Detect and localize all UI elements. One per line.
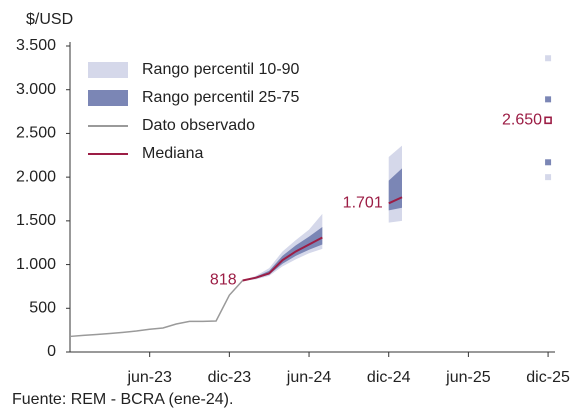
x-tick-label: dic-23 xyxy=(208,369,252,386)
legend-label: Rango percentil 25-75 xyxy=(142,89,300,106)
y-tick-label: 2.500 xyxy=(16,125,56,142)
y-tick-label: 500 xyxy=(29,300,56,317)
source-note: Fuente: REM - BCRA (ene-24). xyxy=(12,391,233,408)
x-tick-label: jun-25 xyxy=(445,369,491,386)
y-tick-label: 2.000 xyxy=(16,168,56,185)
band-point xyxy=(545,96,552,103)
series-line xyxy=(242,236,323,282)
legend-swatch xyxy=(88,62,128,78)
band-area xyxy=(388,168,402,211)
y-tick-label: 1.000 xyxy=(16,256,56,273)
median-point xyxy=(544,116,552,125)
band-point xyxy=(545,174,552,181)
legend-label: Rango percentil 10-90 xyxy=(142,61,300,78)
legend-label: Dato observado xyxy=(142,117,255,134)
y-tick-label: 3.000 xyxy=(16,81,56,98)
series-line xyxy=(388,196,403,205)
band-point xyxy=(545,55,552,62)
value-label: 2.650 xyxy=(502,112,542,129)
legend-swatch xyxy=(88,90,128,106)
band-point xyxy=(545,159,552,166)
y-tick-label: 3.500 xyxy=(16,37,56,54)
x-tick-label: jun-24 xyxy=(286,369,332,386)
legend-label: Mediana xyxy=(142,145,203,162)
x-tick-label: jun-23 xyxy=(126,369,172,386)
value-label: 818 xyxy=(210,272,237,289)
y-tick-label: 1.500 xyxy=(16,212,56,229)
y-axis-title: $/USD xyxy=(26,11,73,28)
series-line xyxy=(69,279,244,338)
value-label: 1.701 xyxy=(343,195,383,212)
y-tick-label: 0 xyxy=(47,343,56,360)
x-tick-label: dic-25 xyxy=(526,369,570,386)
x-tick-label: dic-24 xyxy=(367,369,411,386)
